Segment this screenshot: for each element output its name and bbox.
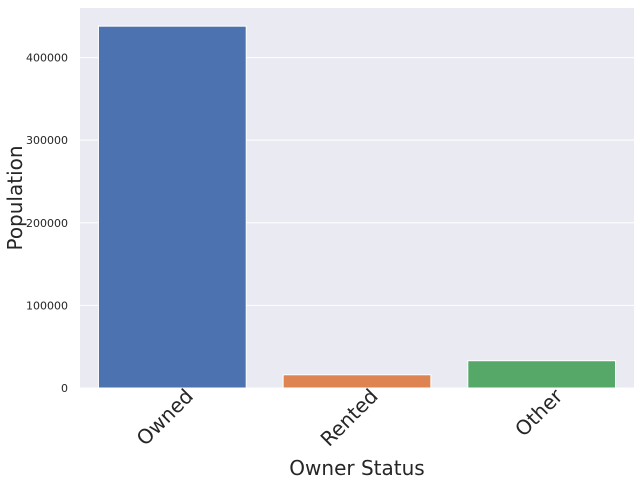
y-axis-ticks: 0 100000 200000 300000 400000 [26,52,68,395]
y-tick-label: 400000 [26,52,68,65]
y-tick-label: 0 [61,382,68,395]
y-tick-label: 200000 [26,217,68,230]
bars-group [97,25,617,389]
x-axis-ticks: Owned Rented Other [132,383,568,451]
bar-owned [97,25,247,389]
y-tick-label: 100000 [26,299,68,312]
bar-other [467,360,617,389]
y-tick-label: 300000 [26,134,68,147]
x-tick-label-owned: Owned [132,384,198,450]
bar-rented [282,374,432,389]
x-axis-title: Owner Status [289,456,424,480]
x-tick-label-other: Other [510,383,568,441]
x-tick-label-rented: Rented [316,384,383,451]
y-axis-title: Population [3,145,27,250]
